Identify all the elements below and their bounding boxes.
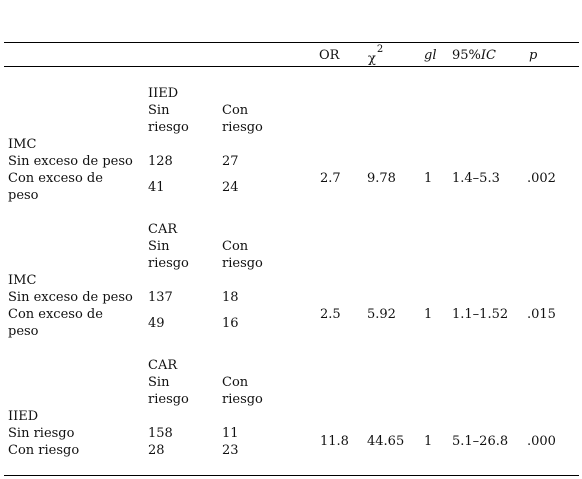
- row2-label-b: peso: [8, 188, 39, 203]
- block-col1-line1: CAR: [148, 222, 178, 237]
- block-col2-line1: Con: [222, 239, 249, 254]
- chi-value: 44.65: [367, 434, 405, 449]
- chi-value: 5.92: [367, 307, 396, 322]
- row2-label-a: Con exceso de: [8, 307, 103, 322]
- block-col1-line3: riesgo: [148, 256, 189, 271]
- top-rule: [4, 42, 579, 43]
- row2-col2-value: 16: [222, 316, 239, 331]
- block-col2-line2: riesgo: [222, 256, 263, 271]
- row1-col1-value: 158: [148, 426, 173, 441]
- row1-col1-value: 128: [148, 154, 173, 169]
- block-col2-line2: riesgo: [222, 392, 263, 407]
- block-col2-line1: Con: [222, 103, 249, 118]
- row1-col2-value: 18: [222, 290, 239, 305]
- header-gl: gl: [424, 48, 437, 63]
- block-col2-line1: Con: [222, 375, 249, 390]
- header-chi-square: χ2: [368, 44, 383, 67]
- header-ic: 95%IC: [452, 47, 496, 64]
- chi-value: 9.78: [367, 171, 396, 186]
- row2-label-a: Con riesgo: [8, 443, 80, 458]
- block-col1-line2: Sin: [148, 239, 170, 254]
- row2-label-b: peso: [8, 324, 39, 339]
- chi-superscript: 2: [376, 44, 384, 55]
- block-group-label: IIED: [8, 409, 39, 424]
- block-col1-line2: Sin: [148, 375, 170, 390]
- ic-value: 1.4–5.3: [452, 171, 500, 186]
- block-col1-line3: riesgo: [148, 120, 189, 135]
- or-value: 11.8: [320, 434, 349, 449]
- row2-col1-value: 28: [148, 443, 165, 458]
- chi-symbol: χ: [368, 51, 376, 67]
- block-col1-line1: IIED: [148, 86, 179, 101]
- ic-value: 5.1–26.8: [452, 434, 509, 449]
- row1-col2-value: 27: [222, 154, 239, 169]
- block-col1-line2: Sin: [148, 103, 170, 118]
- block-col2-line2: riesgo: [222, 120, 263, 135]
- block-group-label: IMC: [8, 273, 37, 288]
- header-ic-suffix: IC: [480, 48, 496, 63]
- p-value: .002: [527, 171, 556, 186]
- row2-col1-value: 49: [148, 316, 165, 331]
- gl-value: 1: [424, 434, 433, 449]
- row1-col1-value: 137: [148, 290, 173, 305]
- ic-value: 1.1–1.52: [452, 307, 509, 322]
- block-col1-line3: riesgo: [148, 392, 189, 407]
- header-rule: [4, 66, 579, 67]
- bottom-rule: [4, 475, 579, 476]
- row2-col2-value: 23: [222, 443, 239, 458]
- gl-value: 1: [424, 307, 433, 322]
- row2-col1-value: 41: [148, 180, 165, 195]
- or-value: 2.5: [320, 307, 341, 322]
- header-p: p: [529, 48, 538, 63]
- p-value: .000: [527, 434, 556, 449]
- row2-col2-value: 24: [222, 180, 239, 195]
- row1-col2-value: 11: [222, 426, 239, 441]
- block-group-label: IMC: [8, 137, 37, 152]
- gl-value: 1: [424, 171, 433, 186]
- row1-label: Sin riesgo: [8, 426, 75, 441]
- p-value: .015: [527, 307, 556, 322]
- row1-label: Sin exceso de peso: [8, 154, 133, 169]
- header-ic-prefix: 95%: [452, 48, 481, 63]
- row2-label-a: Con exceso de: [8, 171, 103, 186]
- block-col1-line1: CAR: [148, 358, 178, 373]
- or-value: 2.7: [320, 171, 341, 186]
- header-or: OR: [319, 48, 340, 63]
- row1-label: Sin exceso de peso: [8, 290, 133, 305]
